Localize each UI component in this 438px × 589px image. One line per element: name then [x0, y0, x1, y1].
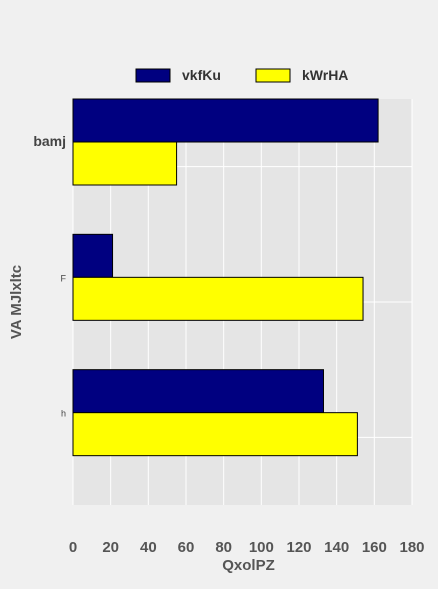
- y-tick-label: h: [61, 409, 66, 419]
- legend-swatch-kWrHA: [255, 68, 291, 83]
- legend-swatch-vkfKu: [135, 68, 171, 83]
- bar-vkfKu-h: [72, 369, 324, 414]
- x-tick-label: 60: [178, 539, 195, 556]
- bar-kWrHA-h: [72, 412, 358, 457]
- bar-kWrHA-F: [72, 276, 364, 321]
- y-axis-ticks: bamj Fh: [33, 133, 66, 419]
- y-axis-label: VA MJlxltc: [8, 265, 25, 339]
- y-tick-label: bamj: [33, 133, 66, 149]
- x-tick-label: 20: [102, 539, 119, 556]
- x-tick-label: 180: [399, 539, 424, 556]
- bar-vkfKu-bamj: [72, 98, 379, 143]
- bars: [72, 98, 379, 457]
- legend: vkfKu kWrHA: [135, 67, 348, 83]
- x-tick-label: 0: [69, 539, 77, 556]
- bar-kWrHA-bamj: [72, 141, 178, 186]
- legend-label-kWrHA: kWrHA: [302, 67, 348, 83]
- x-tick-label: 100: [249, 539, 274, 556]
- x-tick-label: 40: [140, 539, 157, 556]
- legend-label-vkfKu: vkfKu: [182, 67, 221, 83]
- x-axis-label: QxolPZ: [222, 557, 275, 574]
- y-tick-label: F: [61, 273, 67, 283]
- x-axis-ticks: 0 20 40 60 80 100 120 140 160 180: [69, 539, 425, 556]
- bar-vkfKu-F: [72, 233, 114, 278]
- x-tick-label: 160: [362, 539, 387, 556]
- x-tick-label: 140: [324, 539, 349, 556]
- x-tick-label: 120: [286, 539, 311, 556]
- x-tick-label: 80: [215, 539, 232, 556]
